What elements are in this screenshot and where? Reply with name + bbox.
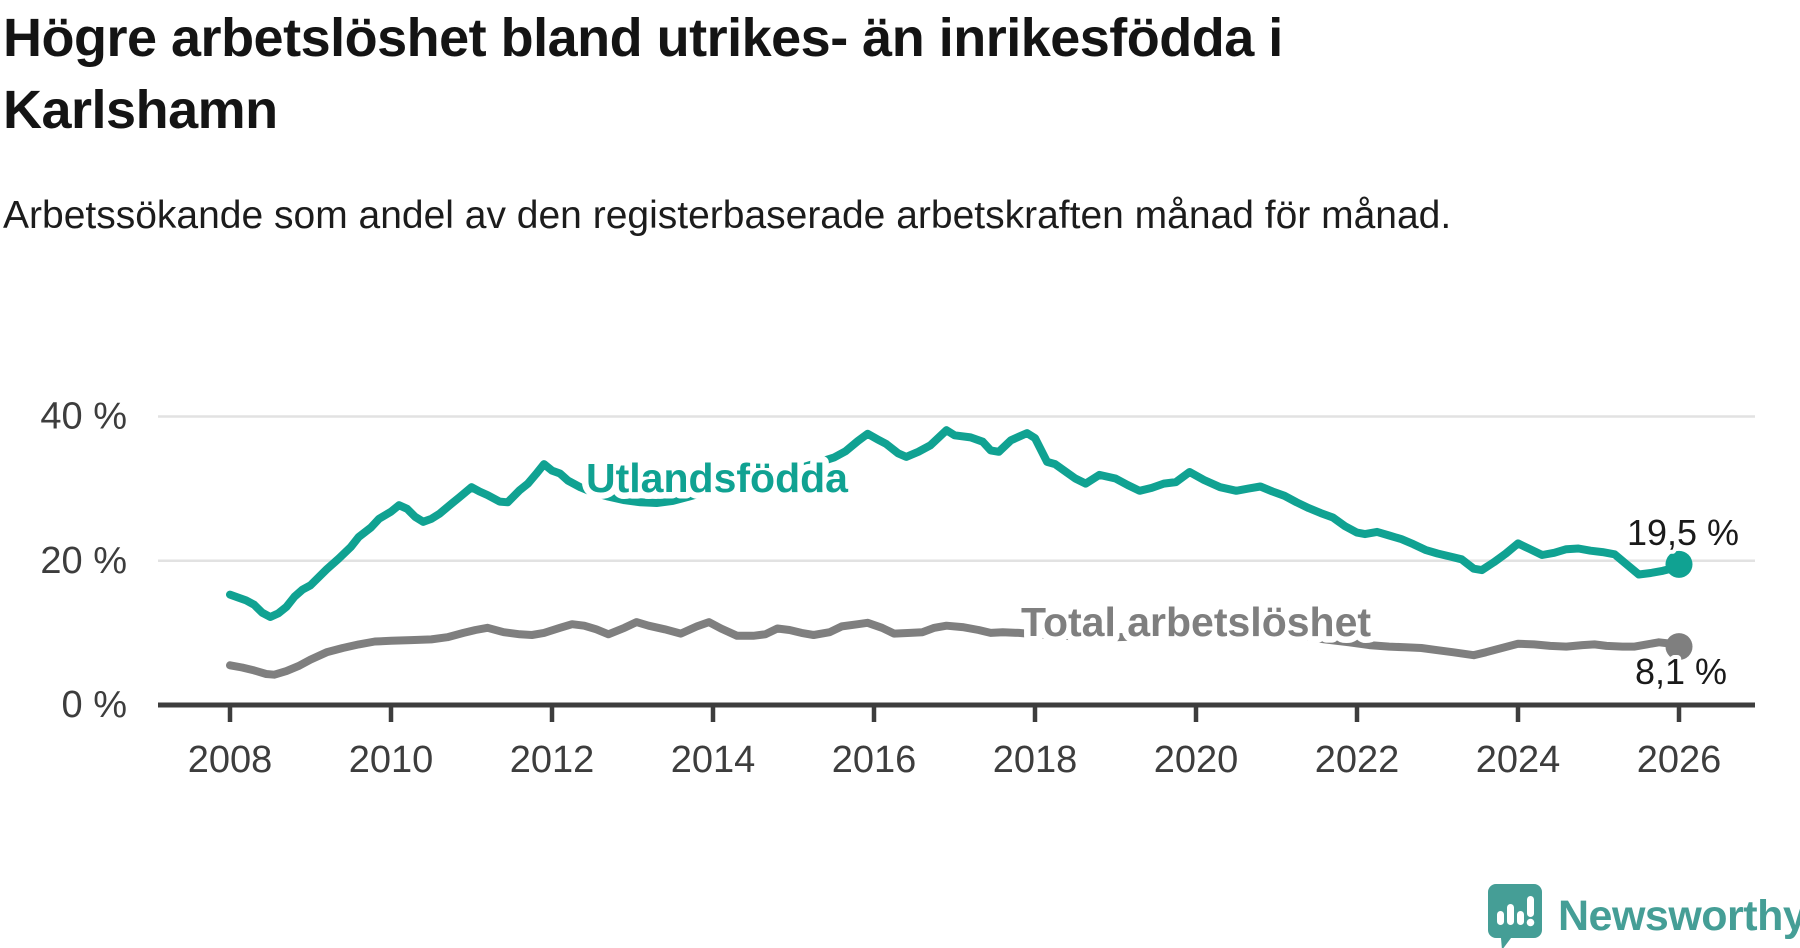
series-line-total [226,618,1683,679]
chart-subtitle: Arbetssökande som andel av den registerb… [3,194,1452,237]
y-tick-label-20: 20 % [40,540,127,582]
x-tick-label-2014: 2014 [671,739,756,781]
x-tick-label-2026: 2026 [1637,739,1722,781]
end-value-label-total: 8,1 % [1635,651,1727,692]
x-tick-label-2024: 2024 [1476,739,1561,781]
x-tick-label-2010: 2010 [349,739,434,781]
end-dot-utlandsfodda [1665,550,1693,578]
series-label-total: Total arbetslöshet [1021,599,1371,645]
end-value-label-utlandsfodda: 19,5 % [1627,512,1739,553]
page-title: Högre arbetslöshet bland utrikes- än inr… [3,8,1283,140]
bar-chart-speech-bubble-icon [1488,884,1542,948]
x-tick-label-2022: 2022 [1315,739,1400,781]
end-dot-total [1665,633,1693,661]
x-tick-label-2020: 2020 [1154,739,1239,781]
newsworthy-branding: Newsworthy [1488,884,1800,948]
series-line-utlandsfodda [226,426,1683,621]
x-tick-label-2008: 2008 [188,739,273,781]
y-tick-label-40: 40 % [40,396,127,438]
brand-name: Newsworthy [1558,892,1800,940]
y-tick-label-0: 0 % [62,684,127,726]
x-tick-label-2016: 2016 [832,739,917,781]
x-tick-label-2012: 2012 [510,739,595,781]
x-tick-label-2018: 2018 [993,739,1078,781]
series-label-utlandsfodda: Utlandsfödda [586,455,849,501]
